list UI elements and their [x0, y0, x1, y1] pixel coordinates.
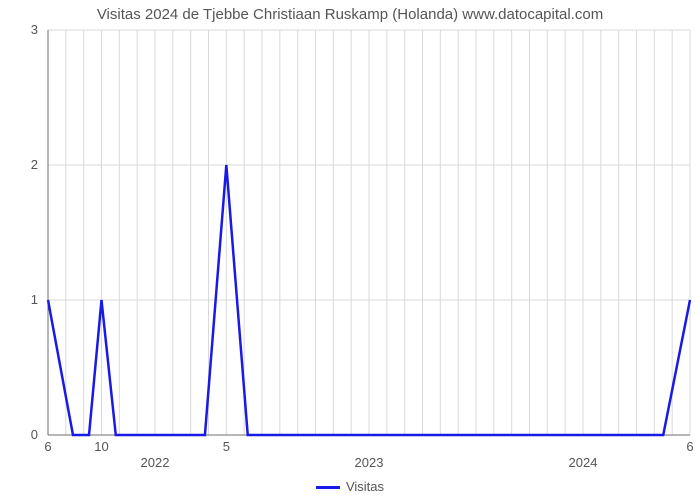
svg-text:6: 6 [44, 439, 51, 454]
svg-text:2022: 2022 [141, 455, 170, 470]
line-chart: 0 1 2 3 2022 2023 2024 6 10 5 6 [0, 0, 700, 500]
svg-text:5: 5 [223, 439, 230, 454]
svg-text:2024: 2024 [569, 455, 598, 470]
svg-text:1: 1 [31, 292, 38, 307]
legend-label: Visitas [346, 479, 384, 494]
svg-text:6: 6 [686, 439, 693, 454]
svg-text:2: 2 [31, 157, 38, 172]
svg-text:3: 3 [31, 22, 38, 37]
svg-text:0: 0 [31, 427, 38, 442]
legend: Visitas [0, 479, 700, 494]
svg-text:10: 10 [94, 439, 108, 454]
legend-swatch [316, 486, 340, 489]
chart-container: Visitas 2024 de Tjebbe Christiaan Ruskam… [0, 0, 700, 500]
svg-text:2023: 2023 [355, 455, 384, 470]
